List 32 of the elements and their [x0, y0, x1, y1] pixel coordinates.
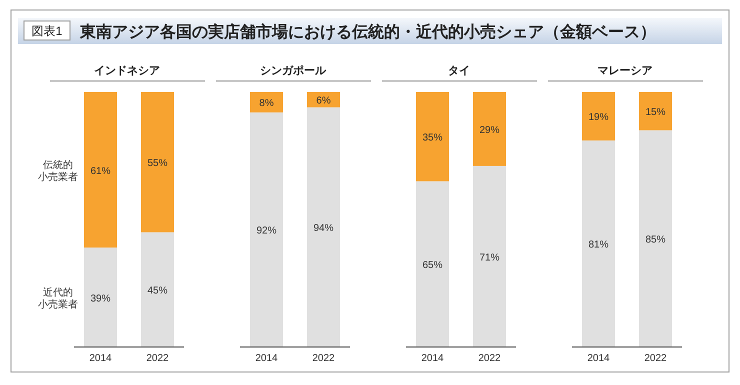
series-label: 伝統的小売業者: [38, 158, 78, 183]
data-label: 55%: [147, 158, 168, 170]
text: 東南アジア各国の実店舗市場における伝統的・近代的小売シェア（金額ベース）: [79, 22, 656, 41]
data-label: 71%: [479, 252, 500, 264]
x-tick-label: 2014: [421, 353, 444, 364]
data-label: 6%: [316, 96, 331, 107]
data-label: 94%: [313, 223, 334, 234]
data-label: 92%: [256, 226, 277, 237]
x-tick-label: 2014: [89, 353, 112, 364]
data-label: 15%: [645, 107, 666, 118]
chart-title: シンガポール: [260, 65, 327, 77]
data-label: 35%: [422, 132, 443, 144]
data-label: 19%: [588, 112, 609, 124]
x-tick-label: 2022: [312, 353, 336, 364]
data-label: 61%: [90, 166, 111, 177]
chart-title: インドネシア: [94, 65, 160, 77]
chart-title: タイ: [448, 65, 470, 77]
series-label: 近代的小売業者: [38, 286, 78, 310]
data-label: 85%: [645, 234, 666, 246]
x-tick-label: 2014: [255, 353, 278, 364]
x-tick-label: 2022: [644, 353, 668, 364]
data-label: 81%: [588, 240, 609, 251]
chart-title: マレーシア: [598, 65, 652, 77]
x-tick-label: 2014: [587, 353, 610, 364]
x-tick-label: 2022: [146, 353, 170, 364]
data-label: 65%: [422, 260, 443, 272]
data-label: 45%: [147, 286, 168, 297]
x-tick-label: 2022: [478, 353, 502, 364]
data-label: 8%: [259, 98, 274, 110]
text: 図表1: [32, 24, 63, 38]
data-label: 39%: [90, 293, 111, 304]
data-label: 29%: [479, 124, 500, 136]
